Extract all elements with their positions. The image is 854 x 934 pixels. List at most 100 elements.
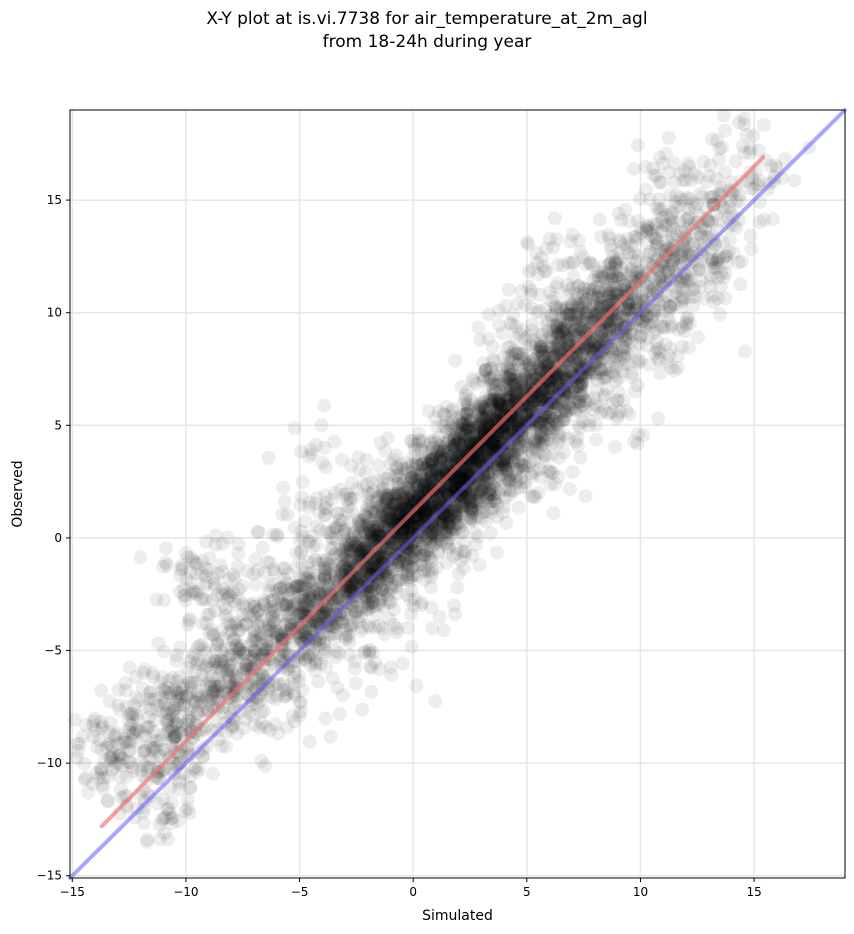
data-point	[649, 231, 664, 246]
data-point	[332, 707, 347, 722]
data-point	[247, 717, 262, 732]
data-point	[189, 656, 204, 671]
data-point	[100, 794, 115, 809]
data-point	[265, 592, 280, 607]
data-point	[274, 596, 289, 611]
data-point	[155, 683, 170, 697]
data-point	[175, 561, 190, 576]
data-point	[501, 282, 516, 297]
data-point	[492, 427, 507, 442]
data-point	[341, 629, 356, 644]
data-point	[251, 603, 266, 618]
data-point	[425, 621, 440, 636]
data-point	[113, 747, 128, 762]
data-point	[276, 649, 290, 664]
data-point	[291, 579, 306, 593]
data-point	[278, 596, 293, 611]
data-point	[126, 726, 141, 741]
data-point	[287, 601, 302, 616]
data-point	[232, 645, 247, 660]
data-point	[231, 537, 246, 551]
data-point	[448, 353, 463, 368]
data-point	[174, 690, 189, 705]
data-point	[293, 704, 308, 719]
data-point	[381, 476, 396, 491]
data-point	[529, 246, 544, 260]
data-point	[342, 648, 357, 662]
data-point	[234, 638, 249, 653]
data-point	[221, 651, 236, 666]
data-point	[323, 542, 338, 556]
data-point	[623, 268, 638, 283]
data-point	[294, 524, 309, 539]
data-point	[288, 598, 303, 613]
data-point	[240, 564, 255, 579]
data-point	[140, 719, 155, 734]
data-point	[156, 742, 171, 757]
data-point	[190, 706, 205, 721]
data-point	[105, 750, 120, 765]
data-point	[465, 501, 480, 516]
data-point	[558, 404, 573, 419]
data-point	[317, 398, 332, 413]
data-point	[503, 445, 518, 460]
data-point	[171, 814, 186, 829]
data-point	[340, 627, 355, 642]
data-point	[658, 337, 673, 352]
data-point	[257, 597, 272, 612]
data-point	[240, 607, 255, 622]
data-point	[323, 558, 338, 573]
data-point	[214, 653, 229, 668]
data-point	[165, 810, 180, 825]
data-point	[265, 606, 280, 621]
data-point	[235, 597, 250, 612]
data-point	[581, 393, 596, 408]
data-point	[608, 439, 623, 454]
data-point	[122, 744, 137, 759]
data-point	[197, 642, 212, 657]
data-point	[136, 665, 151, 680]
data-point	[160, 714, 175, 729]
data-point	[432, 610, 447, 624]
data-point	[301, 648, 316, 663]
data-point	[215, 631, 230, 646]
data-point	[194, 695, 209, 710]
data-point	[263, 555, 277, 570]
data-point	[137, 662, 152, 677]
data-point	[199, 645, 214, 660]
data-point	[276, 631, 291, 646]
data-point	[90, 740, 105, 755]
data-point	[181, 713, 196, 728]
data-point	[327, 434, 342, 449]
data-point	[213, 688, 227, 703]
data-point	[166, 707, 181, 722]
data-point	[324, 492, 339, 507]
data-point	[216, 597, 231, 612]
data-point	[215, 663, 230, 678]
data-point	[276, 579, 290, 594]
data-point	[107, 729, 122, 744]
data-point	[178, 722, 193, 736]
data-point	[514, 284, 529, 298]
data-point	[93, 761, 108, 776]
data-point	[248, 610, 263, 625]
data-point	[179, 690, 194, 705]
data-point	[118, 683, 133, 698]
data-point	[287, 421, 302, 436]
data-point	[363, 659, 377, 674]
data-point	[544, 420, 559, 435]
data-point	[169, 689, 184, 704]
data-point	[170, 674, 185, 689]
data-point	[70, 744, 85, 759]
data-point	[155, 728, 170, 742]
data-point	[284, 602, 299, 617]
data-point	[533, 339, 548, 354]
data-point	[328, 620, 343, 635]
data-point	[202, 551, 217, 566]
data-point	[456, 544, 471, 559]
data-point	[255, 540, 270, 555]
data-point	[102, 694, 117, 709]
data-point	[165, 704, 179, 719]
data-point	[128, 690, 143, 705]
data-point	[275, 507, 290, 522]
